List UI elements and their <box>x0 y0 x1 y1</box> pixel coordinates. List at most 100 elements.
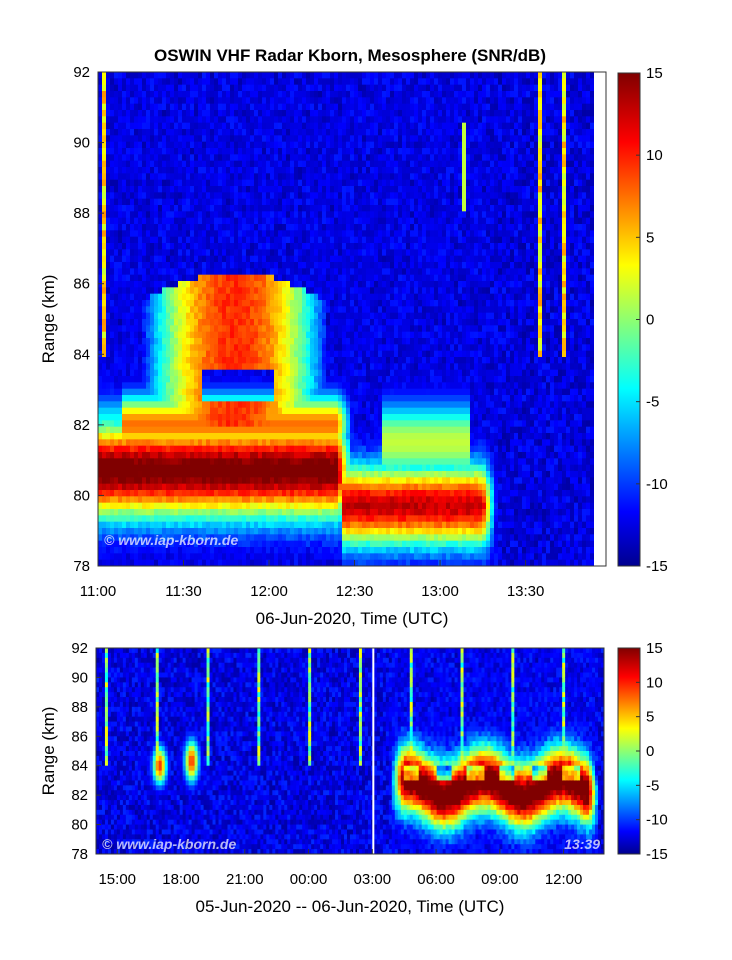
heatmap-cell <box>310 160 315 168</box>
heatmap-cell <box>270 255 275 263</box>
heatmap-cell <box>166 496 171 504</box>
heatmap-cell <box>174 281 179 288</box>
heatmap-cell <box>246 287 251 295</box>
heatmap-cell <box>118 521 123 529</box>
heatmap-cell <box>318 91 323 98</box>
heatmap-cell <box>134 426 139 434</box>
heatmap-cell <box>270 350 275 358</box>
heatmap-cell <box>186 407 191 415</box>
heatmap-cell <box>298 116 303 124</box>
heatmap-cell <box>294 84 299 92</box>
heatmap-cell <box>158 224 163 231</box>
heatmap-cell <box>322 528 327 535</box>
heatmap-cell <box>314 439 319 447</box>
heatmap-cell <box>306 274 311 282</box>
heatmap-cell <box>246 350 251 358</box>
heatmap-cell <box>130 464 135 472</box>
heatmap-cell <box>138 306 143 314</box>
heatmap-cell <box>138 534 143 542</box>
heatmap-cell <box>102 103 107 111</box>
heatmap-cell <box>270 293 275 301</box>
heatmap-cell <box>146 559 151 566</box>
heatmap-cell <box>178 452 183 459</box>
heatmap-cell <box>134 154 139 162</box>
heatmap-cell <box>282 186 287 193</box>
heatmap-cell <box>318 293 323 301</box>
heatmap-cell <box>250 559 255 566</box>
heatmap-cell <box>202 521 207 529</box>
heatmap-cell <box>118 395 123 402</box>
heatmap-cell <box>138 243 143 250</box>
heatmap-cell <box>246 72 251 79</box>
heatmap-cell <box>166 534 171 542</box>
heatmap-cell <box>306 515 311 523</box>
heatmap-cell <box>282 249 287 257</box>
heatmap-cell <box>134 243 139 250</box>
heatmap-cell <box>174 300 179 307</box>
heatmap-cell <box>162 293 167 301</box>
heatmap-cell <box>154 287 159 295</box>
heatmap-cell <box>302 230 307 238</box>
heatmap-cell <box>194 420 199 428</box>
heatmap-cell <box>146 306 151 314</box>
heatmap-cell <box>230 84 235 92</box>
heatmap-cell <box>246 363 251 371</box>
heatmap-cell <box>214 439 219 447</box>
heatmap-cell <box>326 414 331 421</box>
heatmap-cell <box>270 464 275 472</box>
heatmap-cell <box>126 97 131 105</box>
heatmap-cell <box>214 559 219 566</box>
heatmap-cell <box>338 91 343 98</box>
heatmap-cell <box>274 420 279 428</box>
heatmap-cell <box>250 350 255 358</box>
heatmap-cell <box>254 224 259 231</box>
heatmap-cell <box>318 281 323 288</box>
heatmap-cell <box>338 363 343 371</box>
heatmap-cell <box>262 357 267 364</box>
heatmap-cell <box>110 496 115 504</box>
heatmap-cell <box>330 179 335 187</box>
heatmap-cell <box>310 205 315 212</box>
heatmap-cell <box>330 540 335 548</box>
heatmap-cell <box>326 236 331 244</box>
heatmap-cell <box>286 382 291 390</box>
heatmap-cell <box>146 268 151 276</box>
heatmap-cell <box>202 129 207 136</box>
heatmap-cell <box>250 186 255 193</box>
heatmap-cell <box>270 135 275 143</box>
heatmap-cell <box>214 426 219 434</box>
heatmap-cell <box>234 553 239 561</box>
heatmap-cell <box>166 407 171 415</box>
heatmap-cell <box>238 91 243 98</box>
heatmap-cell <box>278 122 283 130</box>
heatmap-cell <box>202 274 207 282</box>
heatmap-cell <box>250 363 255 371</box>
heatmap-cell <box>234 350 239 358</box>
heatmap-cell <box>286 262 291 269</box>
heatmap-cell <box>102 274 107 282</box>
heatmap-cell <box>274 198 279 206</box>
heatmap-cell <box>146 331 151 339</box>
heatmap-cell <box>266 509 271 516</box>
heatmap-cell <box>274 477 279 485</box>
heatmap-cell <box>150 230 155 238</box>
heatmap-cell <box>114 211 119 219</box>
heatmap-cell <box>194 236 199 244</box>
heatmap-cell <box>294 344 299 352</box>
heatmap-cell <box>278 249 283 257</box>
heatmap-cell <box>286 186 291 193</box>
heatmap-cell <box>170 344 175 352</box>
heatmap-cell <box>258 141 263 149</box>
heatmap-cell <box>134 553 139 561</box>
heatmap-cell <box>326 300 331 307</box>
heatmap-cell <box>314 509 319 516</box>
heatmap-cell <box>102 312 107 320</box>
heatmap-cell <box>230 230 235 238</box>
heatmap-cell <box>230 464 235 472</box>
heatmap-cell <box>126 192 131 200</box>
heatmap-cell <box>98 198 103 206</box>
heatmap-cell <box>242 344 247 352</box>
heatmap-cell <box>270 559 275 566</box>
heatmap-cell <box>218 116 223 124</box>
heatmap-cell <box>202 388 207 396</box>
